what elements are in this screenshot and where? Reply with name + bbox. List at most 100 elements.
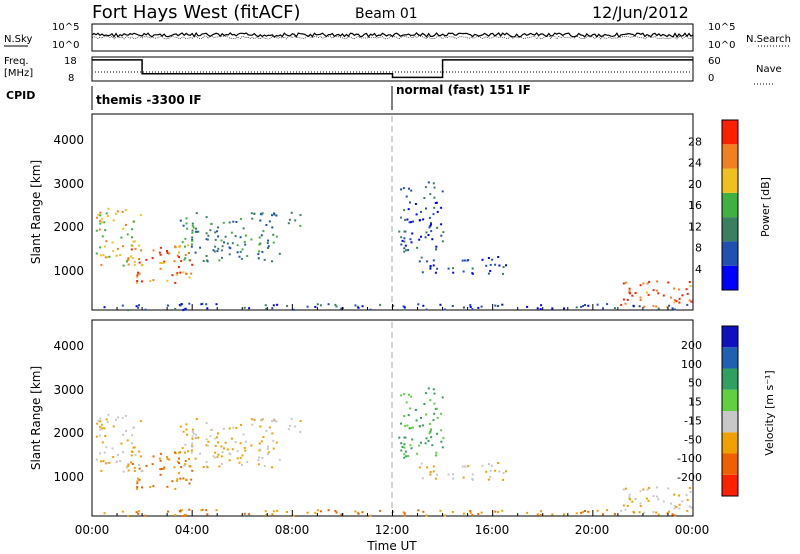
power-point xyxy=(628,291,631,294)
power-point xyxy=(673,301,676,304)
power-point xyxy=(398,230,401,233)
power-colorbar: 4 8 12 16 20 24 28 xyxy=(688,119,739,291)
power-point xyxy=(206,238,209,241)
velocity-point xyxy=(136,482,139,485)
velocity-point xyxy=(273,418,275,421)
velocity-point xyxy=(405,455,408,458)
velocity-point xyxy=(104,435,107,437)
power-point xyxy=(197,230,200,233)
velocity-point xyxy=(122,433,125,436)
colorbar-frame xyxy=(721,325,739,497)
power-point xyxy=(138,261,141,264)
power-point xyxy=(439,303,442,306)
velocity-point xyxy=(536,513,539,516)
velocity-point xyxy=(634,498,637,500)
velocity-point xyxy=(221,462,223,465)
velocity-point xyxy=(502,472,505,474)
power-point xyxy=(551,307,554,310)
colorbar-swatch xyxy=(722,217,738,242)
velocity-point xyxy=(420,441,422,444)
velocity-point xyxy=(177,472,180,475)
power-point xyxy=(223,241,225,244)
power-point xyxy=(400,236,403,239)
velocity-point xyxy=(253,418,256,421)
velocity-point xyxy=(184,443,187,446)
velocity-point xyxy=(688,505,691,508)
velocity-point xyxy=(130,454,133,457)
power-point xyxy=(425,308,428,311)
nsky-line xyxy=(91,32,694,39)
power-point xyxy=(273,212,275,215)
velocity-point xyxy=(272,439,275,442)
power-point xyxy=(673,299,676,301)
power-point xyxy=(232,220,235,223)
velocity-point xyxy=(214,451,217,454)
power-point xyxy=(580,305,583,308)
power-point xyxy=(191,222,194,225)
power-point xyxy=(314,305,317,308)
power-point xyxy=(220,239,223,242)
velocity-point xyxy=(294,425,297,428)
power-point xyxy=(96,216,99,219)
power-point xyxy=(290,211,293,214)
power-point xyxy=(278,252,281,255)
velocity-point xyxy=(244,449,247,452)
velocity-point xyxy=(200,509,203,512)
power-point xyxy=(179,219,182,222)
velocity-point xyxy=(159,468,162,471)
power-point xyxy=(403,308,406,311)
velocity-point xyxy=(405,401,408,404)
velocity-point xyxy=(191,435,194,438)
power-point xyxy=(119,254,122,256)
power-point xyxy=(171,274,174,277)
velocity-point xyxy=(214,444,217,447)
power-point xyxy=(185,272,188,275)
power-point xyxy=(179,304,182,307)
velocity-point xyxy=(656,486,659,489)
power-point xyxy=(253,212,256,215)
velocity-point xyxy=(122,451,125,454)
velocity-scatter xyxy=(95,387,693,518)
velocity-point xyxy=(167,510,169,513)
power-point xyxy=(668,304,671,307)
velocity-point xyxy=(126,439,129,442)
power-point xyxy=(265,307,268,310)
velocity-point xyxy=(205,509,208,512)
power-point xyxy=(267,245,270,248)
velocity-point xyxy=(628,493,631,496)
velocity-point xyxy=(411,438,414,441)
colorbar-tick: 15 xyxy=(688,396,702,409)
power-point xyxy=(185,222,188,225)
velocity-point xyxy=(182,514,185,517)
xtick-5: 20:00 xyxy=(575,523,610,537)
velocity-point xyxy=(221,451,224,454)
velocity-point xyxy=(681,500,684,503)
power-point xyxy=(137,271,139,274)
power-point xyxy=(191,236,194,239)
velocity-point xyxy=(539,514,542,517)
colorbar-tick: 8 xyxy=(695,242,702,255)
power-point xyxy=(149,280,152,283)
velocity-point xyxy=(99,417,102,420)
power-point xyxy=(260,212,263,215)
power-point xyxy=(427,234,430,236)
velocity-point xyxy=(409,407,411,410)
power-point xyxy=(410,241,413,244)
velocity-point xyxy=(125,429,127,432)
colorbar-swatch xyxy=(722,453,738,475)
power-point xyxy=(99,222,102,225)
power-point xyxy=(430,230,433,233)
power-point xyxy=(634,292,637,294)
velocity-point xyxy=(235,427,238,429)
velocity-point xyxy=(152,485,155,488)
nsearch-line xyxy=(91,35,694,40)
power-point xyxy=(188,252,190,254)
velocity-point xyxy=(133,466,136,469)
velocity-point xyxy=(584,510,586,512)
velocity-point xyxy=(190,451,193,454)
velocity-ytick-4000: 4000 xyxy=(53,339,84,353)
power-point xyxy=(404,244,407,247)
xtick-6: 00:00 xyxy=(675,523,710,537)
power-point xyxy=(178,245,181,248)
power-point xyxy=(124,209,127,211)
